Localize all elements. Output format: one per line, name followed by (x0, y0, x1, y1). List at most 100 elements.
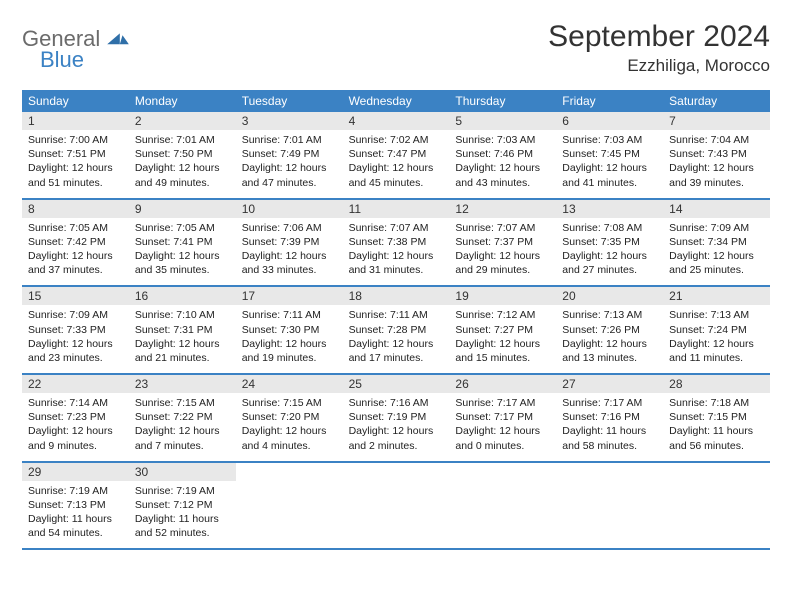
calendar-day: 2Sunrise: 7:01 AMSunset: 7:50 PMDaylight… (129, 112, 236, 198)
dayname-row: SundayMondayTuesdayWednesdayThursdayFrid… (22, 90, 770, 112)
sunrise-line: Sunrise: 7:05 AM (135, 221, 230, 235)
day-number: 27 (556, 375, 663, 393)
daylight-line: Daylight: 12 hours and 4 minutes. (242, 424, 337, 452)
calendar-day-empty (449, 463, 556, 549)
sunset-line: Sunset: 7:41 PM (135, 235, 230, 249)
calendar-day: 14Sunrise: 7:09 AMSunset: 7:34 PMDayligh… (663, 200, 770, 286)
daylight-line: Daylight: 12 hours and 27 minutes. (562, 249, 657, 277)
sunset-line: Sunset: 7:50 PM (135, 147, 230, 161)
daylight-line: Daylight: 12 hours and 35 minutes. (135, 249, 230, 277)
logo-blue: Blue (40, 49, 129, 71)
day-number: 20 (556, 287, 663, 305)
day-number: 4 (343, 112, 450, 130)
sunset-line: Sunset: 7:45 PM (562, 147, 657, 161)
dayname: Monday (129, 90, 236, 112)
daylight-line: Daylight: 12 hours and 43 minutes. (455, 161, 550, 189)
calendar-week: 15Sunrise: 7:09 AMSunset: 7:33 PMDayligh… (22, 287, 770, 375)
calendar-day: 30Sunrise: 7:19 AMSunset: 7:12 PMDayligh… (129, 463, 236, 549)
sunrise-line: Sunrise: 7:07 AM (349, 221, 444, 235)
sunset-line: Sunset: 7:28 PM (349, 323, 444, 337)
dayname: Friday (556, 90, 663, 112)
sunrise-line: Sunrise: 7:00 AM (28, 133, 123, 147)
sunset-line: Sunset: 7:22 PM (135, 410, 230, 424)
calendar-day-empty (343, 463, 450, 549)
sunrise-line: Sunrise: 7:11 AM (242, 308, 337, 322)
daylight-line: Daylight: 12 hours and 2 minutes. (349, 424, 444, 452)
sunset-line: Sunset: 7:27 PM (455, 323, 550, 337)
day-number: 15 (22, 287, 129, 305)
day-number: 29 (22, 463, 129, 481)
day-number: 9 (129, 200, 236, 218)
calendar-day: 22Sunrise: 7:14 AMSunset: 7:23 PMDayligh… (22, 375, 129, 461)
calendar-day: 17Sunrise: 7:11 AMSunset: 7:30 PMDayligh… (236, 287, 343, 373)
daylight-line: Daylight: 12 hours and 23 minutes. (28, 337, 123, 365)
day-number: 21 (663, 287, 770, 305)
sunset-line: Sunset: 7:17 PM (455, 410, 550, 424)
calendar-day: 3Sunrise: 7:01 AMSunset: 7:49 PMDaylight… (236, 112, 343, 198)
sunrise-line: Sunrise: 7:06 AM (242, 221, 337, 235)
day-number: 13 (556, 200, 663, 218)
calendar-week: 22Sunrise: 7:14 AMSunset: 7:23 PMDayligh… (22, 375, 770, 463)
sunset-line: Sunset: 7:33 PM (28, 323, 123, 337)
calendar-day: 8Sunrise: 7:05 AMSunset: 7:42 PMDaylight… (22, 200, 129, 286)
day-number: 28 (663, 375, 770, 393)
calendar-day: 24Sunrise: 7:15 AMSunset: 7:20 PMDayligh… (236, 375, 343, 461)
sunrise-line: Sunrise: 7:17 AM (562, 396, 657, 410)
sunset-line: Sunset: 7:20 PM (242, 410, 337, 424)
day-number: 26 (449, 375, 556, 393)
calendar-day: 9 Sunrise: 7:05 AMSunset: 7:41 PMDaylight… (129, 200, 236, 286)
day-number: 11 (343, 200, 450, 218)
calendar-body: 1Sunrise: 7:00 AMSunset: 7:51 PMDaylight… (22, 112, 770, 550)
daylight-line: Daylight: 12 hours and 11 minutes. (669, 337, 764, 365)
dayname: Sunday (22, 90, 129, 112)
calendar-day: 23Sunrise: 7:15 AMSunset: 7:22 PMDayligh… (129, 375, 236, 461)
day-number: 1 (22, 112, 129, 130)
calendar-day: 19Sunrise: 7:12 AMSunset: 7:27 PMDayligh… (449, 287, 556, 373)
daylight-line: Daylight: 12 hours and 13 minutes. (562, 337, 657, 365)
sunrise-line: Sunrise: 7:02 AM (349, 133, 444, 147)
sunset-line: Sunset: 7:46 PM (455, 147, 550, 161)
sunrise-line: Sunrise: 7:05 AM (28, 221, 123, 235)
calendar-day: 12Sunrise: 7:07 AMSunset: 7:37 PMDayligh… (449, 200, 556, 286)
day-number: 16 (129, 287, 236, 305)
calendar-day: 16Sunrise: 7:10 AMSunset: 7:31 PMDayligh… (129, 287, 236, 373)
sunrise-line: Sunrise: 7:14 AM (28, 396, 123, 410)
sunset-line: Sunset: 7:12 PM (135, 498, 230, 512)
daylight-line: Daylight: 12 hours and 15 minutes. (455, 337, 550, 365)
sunset-line: Sunset: 7:35 PM (562, 235, 657, 249)
sunrise-line: Sunrise: 7:09 AM (669, 221, 764, 235)
day-number: 23 (129, 375, 236, 393)
daylight-line: Daylight: 12 hours and 29 minutes. (455, 249, 550, 277)
day-number: 19 (449, 287, 556, 305)
sunrise-line: Sunrise: 7:15 AM (135, 396, 230, 410)
calendar-week: 1Sunrise: 7:00 AMSunset: 7:51 PMDaylight… (22, 112, 770, 200)
daylight-line: Daylight: 12 hours and 19 minutes. (242, 337, 337, 365)
day-number: 18 (343, 287, 450, 305)
calendar-day: 28 Sunrise: 7:18 AMSunset: 7:15 PMDayligh… (663, 375, 770, 461)
sunrise-line: Sunrise: 7:18 AM (669, 396, 764, 410)
day-number: 6 (556, 112, 663, 130)
daylight-line: Daylight: 11 hours and 56 minutes. (669, 424, 764, 452)
dayname: Tuesday (236, 90, 343, 112)
sunrise-line: Sunrise: 7:01 AM (135, 133, 230, 147)
calendar-day-empty (556, 463, 663, 549)
daylight-line: Daylight: 12 hours and 45 minutes. (349, 161, 444, 189)
day-number: 24 (236, 375, 343, 393)
calendar-day: 1Sunrise: 7:00 AMSunset: 7:51 PMDaylight… (22, 112, 129, 198)
calendar-day-empty (663, 463, 770, 549)
calendar-day: 10Sunrise: 7:06 AMSunset: 7:39 PMDayligh… (236, 200, 343, 286)
daylight-line: Daylight: 12 hours and 47 minutes. (242, 161, 337, 189)
day-number: 2 (129, 112, 236, 130)
day-number: 10 (236, 200, 343, 218)
daylight-line: Daylight: 12 hours and 31 minutes. (349, 249, 444, 277)
sunset-line: Sunset: 7:38 PM (349, 235, 444, 249)
sunset-line: Sunset: 7:13 PM (28, 498, 123, 512)
sunset-line: Sunset: 7:37 PM (455, 235, 550, 249)
calendar-day: 6Sunrise: 7:03 AMSunset: 7:45 PMDaylight… (556, 112, 663, 198)
calendar-day: 15Sunrise: 7:09 AMSunset: 7:33 PMDayligh… (22, 287, 129, 373)
calendar-day-empty (236, 463, 343, 549)
location-label: Ezzhiliga, Morocco (548, 56, 770, 76)
sunset-line: Sunset: 7:15 PM (669, 410, 764, 424)
sunrise-line: Sunrise: 7:11 AM (349, 308, 444, 322)
day-number: 30 (129, 463, 236, 481)
